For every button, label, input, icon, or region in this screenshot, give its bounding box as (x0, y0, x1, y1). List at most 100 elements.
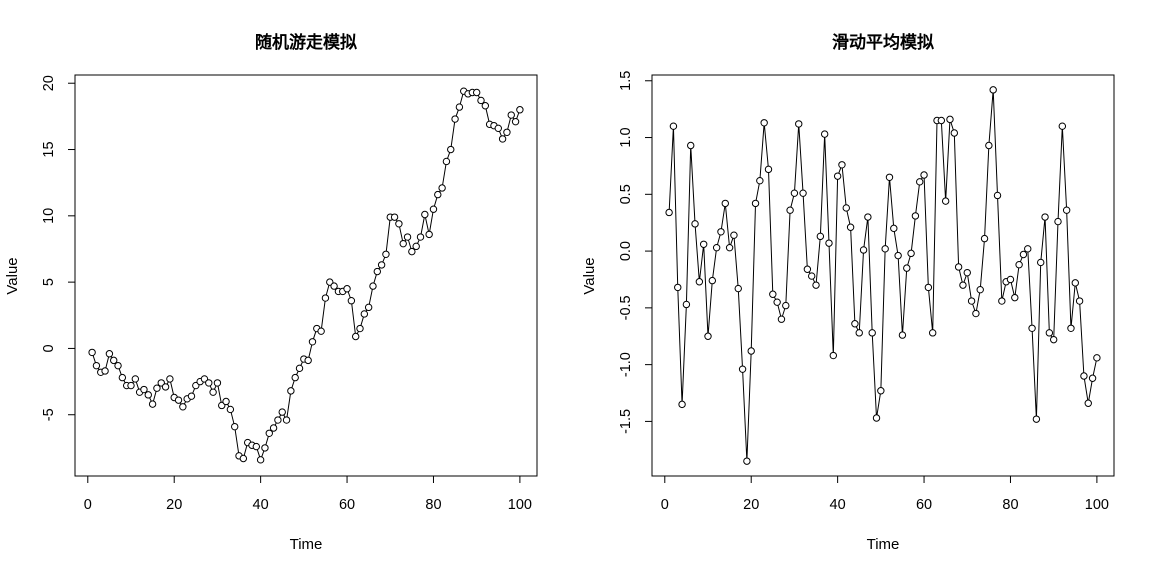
moving-average-y-ticks: -1.5 -1.0 -0.5 0.0 0.5 1.0 1.5 (618, 71, 652, 434)
random-walk-point (265, 429, 273, 437)
moving-average-point (1062, 206, 1071, 214)
moving-average-point (1058, 122, 1067, 130)
random-walk-point (261, 444, 269, 452)
moving-average-point (898, 331, 907, 339)
moving-average-point (946, 115, 954, 124)
random-walk-point (231, 422, 239, 431)
moving-average-point (972, 309, 980, 318)
moving-average-x-tick-label: 20 (743, 497, 759, 513)
random-walk-point (451, 115, 459, 123)
random-walk-x-tick-label: 40 (253, 497, 269, 513)
random-walk-point (153, 384, 161, 392)
moving-average-point (881, 245, 889, 253)
random-walk-point (438, 184, 446, 192)
moving-average-point (980, 234, 989, 243)
random-walk-x-tick-label: 20 (166, 497, 182, 513)
random-walk-point (503, 128, 511, 136)
random-walk-point (222, 397, 230, 406)
moving-average-point (665, 208, 673, 217)
moving-average-point (756, 176, 764, 185)
moving-average-point (859, 246, 868, 254)
random-walk-point (282, 416, 291, 424)
moving-average-y-tick-label: 0.5 (618, 184, 634, 204)
moving-average-point (959, 281, 967, 289)
random-walk-series (88, 87, 524, 464)
random-walk-point (213, 379, 222, 387)
moving-average-point (721, 199, 729, 208)
random-walk-point (429, 205, 438, 213)
random-walk-point (131, 375, 140, 383)
moving-average-point (1080, 372, 1088, 380)
moving-average-title: 滑动平均模拟 (832, 32, 934, 53)
moving-average-point (751, 199, 760, 208)
random-walk-point (317, 327, 325, 335)
moving-average-point (1045, 329, 1054, 337)
moving-average-point (1075, 297, 1084, 305)
moving-average-point (825, 239, 833, 247)
random-walk-y-tick-label: 5 (41, 278, 57, 286)
moving-average-point (1006, 275, 1015, 284)
random-walk-point (274, 416, 282, 424)
moving-average-point (1049, 335, 1058, 344)
moving-average-point (816, 232, 825, 241)
moving-average-point (1028, 324, 1036, 332)
moving-average-point (1093, 354, 1101, 362)
moving-average-point (877, 387, 885, 395)
random-walk-point (382, 250, 390, 258)
moving-average-point (1032, 415, 1041, 423)
moving-average-point (989, 86, 997, 94)
moving-average-point (704, 332, 712, 340)
random-walk-point (373, 267, 381, 276)
moving-average-point (967, 297, 976, 305)
random-walk-point (321, 294, 330, 302)
random-walk-point (516, 106, 524, 114)
moving-average-x-ticks: 0 20 40 60 80 100 (661, 475, 1109, 513)
random-walk-plot-frame (74, 74, 538, 477)
random-walk-panel: 随机游走模拟 Time Value 0 20 40 60 80 100 -5 0 5 10 15 2… (4, 32, 538, 553)
random-walk-point (88, 348, 96, 357)
random-walk-point (390, 213, 399, 221)
random-walk-point (351, 332, 360, 341)
random-walk-point (295, 364, 304, 373)
moving-average-line (668, 89, 1098, 462)
moving-average-point (777, 315, 786, 323)
moving-average-point (976, 285, 984, 294)
moving-average-point (1088, 374, 1097, 382)
random-walk-point (148, 400, 157, 408)
random-walk-point (127, 381, 135, 390)
random-walk-point (101, 367, 109, 375)
random-walk-point (179, 403, 187, 411)
random-walk-y-tick-label: -5 (41, 408, 57, 421)
moving-average-point (937, 116, 946, 125)
random-walk-point (330, 282, 338, 290)
moving-average-point (941, 197, 950, 205)
random-walk-x-ticks: 0 20 40 60 80 100 (84, 475, 532, 513)
moving-average-point (842, 204, 850, 212)
moving-average-point (846, 223, 855, 231)
random-walk-point (447, 145, 455, 154)
moving-average-point (795, 120, 803, 128)
random-walk-point (403, 233, 412, 241)
random-walk-point (209, 388, 217, 396)
moving-average-point (691, 220, 699, 228)
random-walk-point (507, 111, 515, 119)
moving-average-point (773, 298, 781, 306)
moving-average-point (674, 283, 682, 292)
moving-average-point (808, 272, 816, 280)
random-walk-point (408, 247, 416, 256)
moving-average-point (920, 171, 928, 179)
moving-average-point (903, 264, 911, 272)
moving-average-point (954, 263, 963, 271)
random-walk-point (425, 230, 433, 239)
random-walk-point (239, 454, 248, 463)
moving-average-series (665, 86, 1101, 465)
moving-average-point (799, 189, 807, 197)
random-walk-title: 随机游走模拟 (255, 32, 357, 53)
random-walk-point (304, 356, 312, 365)
random-walk-point (395, 220, 403, 228)
random-walk-y-ticks: -5 0 5 10 15 20 (41, 75, 75, 421)
moving-average-point (699, 240, 708, 248)
moving-average-y-tick-label: -1.0 (618, 352, 634, 377)
